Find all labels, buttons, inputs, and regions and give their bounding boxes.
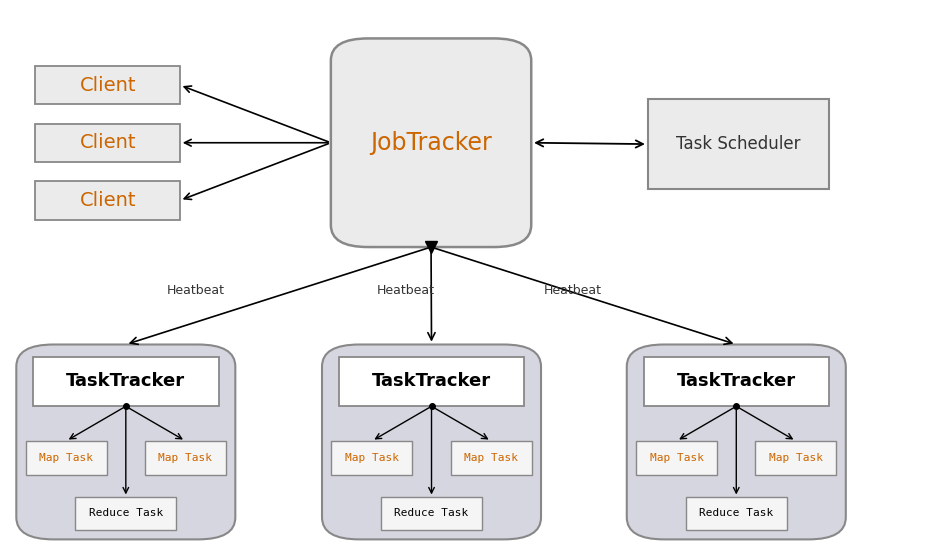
Text: Map Task: Map Task <box>158 453 212 463</box>
FancyBboxPatch shape <box>756 441 837 475</box>
FancyBboxPatch shape <box>381 497 482 529</box>
FancyBboxPatch shape <box>332 441 412 475</box>
Text: TaskTracker: TaskTracker <box>677 372 796 390</box>
FancyBboxPatch shape <box>145 441 226 475</box>
FancyBboxPatch shape <box>331 38 531 247</box>
Text: TaskTracker: TaskTracker <box>372 372 491 390</box>
Text: Client: Client <box>79 133 136 152</box>
Text: Map Task: Map Task <box>345 453 399 463</box>
FancyBboxPatch shape <box>643 357 829 406</box>
Text: Client: Client <box>79 76 136 94</box>
FancyBboxPatch shape <box>35 124 180 162</box>
FancyBboxPatch shape <box>451 441 531 475</box>
FancyBboxPatch shape <box>35 181 180 220</box>
FancyBboxPatch shape <box>339 357 524 406</box>
Text: TaskTracker: TaskTracker <box>66 372 185 390</box>
Text: Map Task: Map Task <box>464 453 518 463</box>
Text: Map Task: Map Task <box>650 453 704 463</box>
FancyBboxPatch shape <box>637 441 717 475</box>
FancyBboxPatch shape <box>648 99 829 189</box>
FancyBboxPatch shape <box>627 345 846 539</box>
FancyBboxPatch shape <box>17 345 235 539</box>
Text: Heatbeat: Heatbeat <box>377 284 434 298</box>
Text: JobTracker: JobTracker <box>370 131 492 155</box>
FancyBboxPatch shape <box>75 497 176 529</box>
FancyBboxPatch shape <box>686 497 787 529</box>
FancyBboxPatch shape <box>322 345 541 539</box>
Text: Reduce Task: Reduce Task <box>699 508 774 518</box>
Text: Reduce Task: Reduce Task <box>89 508 163 518</box>
FancyBboxPatch shape <box>26 441 106 475</box>
Text: Task Scheduler: Task Scheduler <box>677 135 801 153</box>
Text: Reduce Task: Reduce Task <box>394 508 469 518</box>
Text: Map Task: Map Task <box>769 453 823 463</box>
Text: Client: Client <box>79 191 136 210</box>
FancyBboxPatch shape <box>34 357 218 406</box>
FancyBboxPatch shape <box>35 66 180 104</box>
Text: Heatbeat: Heatbeat <box>167 284 225 298</box>
Text: Map Task: Map Task <box>39 453 93 463</box>
Text: Heatbeat: Heatbeat <box>544 284 602 298</box>
